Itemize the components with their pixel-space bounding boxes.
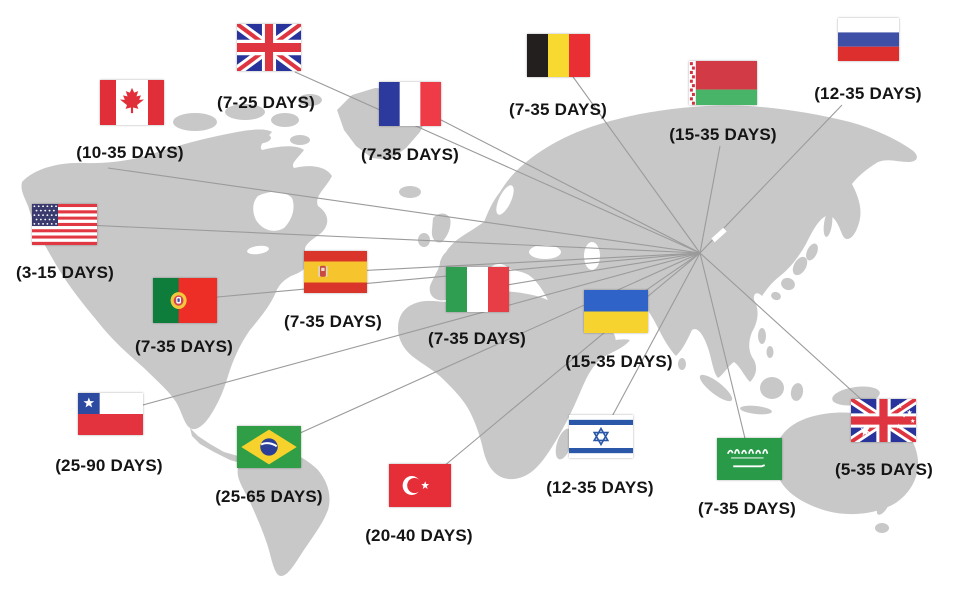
shipping-days-label-turkey: (20-40 DAYS) bbox=[365, 526, 473, 545]
shipping-days-label-italy: (7-35 DAYS) bbox=[428, 329, 526, 348]
connector-line-saudi-arabia bbox=[699, 252, 751, 460]
flag-belgium bbox=[527, 34, 590, 77]
flag-saudi-arabia bbox=[717, 438, 782, 480]
flag-russia bbox=[838, 18, 899, 61]
connector-lines bbox=[63, 55, 885, 487]
flag-australia bbox=[851, 399, 916, 442]
flag-chile bbox=[78, 393, 143, 435]
flag-portugal bbox=[153, 278, 217, 323]
shipping-days-label-belgium: (7-35 DAYS) bbox=[509, 100, 607, 119]
shipping-days-label-chile: (25-90 DAYS) bbox=[55, 456, 163, 475]
connector-line-canada bbox=[107, 167, 701, 254]
connector-line-france bbox=[409, 103, 701, 254]
shipping-days-label-belarus: (15-35 DAYS) bbox=[669, 125, 777, 144]
flag-belarus bbox=[689, 61, 757, 105]
connector-line-israel bbox=[600, 252, 701, 438]
connector-line-portugal bbox=[184, 252, 701, 301]
shipping-days-label-ukraine: (15-35 DAYS) bbox=[565, 352, 673, 371]
connector-line-italy bbox=[476, 252, 701, 291]
shipping-days-label-canada: (10-35 DAYS) bbox=[76, 143, 184, 162]
connector-line-chile bbox=[109, 252, 701, 415]
connector-line-belgium bbox=[557, 55, 701, 254]
shipping-days-label-uk: (7-25 DAYS) bbox=[217, 93, 315, 112]
flag-israel bbox=[569, 415, 633, 458]
flag-france bbox=[379, 82, 441, 126]
connector-line-uk bbox=[294, 71, 701, 254]
connector-line-belarus bbox=[699, 145, 721, 254]
connector-line-spain bbox=[335, 252, 701, 273]
connector-line-usa bbox=[63, 223, 701, 254]
shipping-days-label-spain: (7-35 DAYS) bbox=[284, 312, 382, 331]
flag-uk bbox=[237, 24, 301, 71]
shipping-days-label-usa: (3-15 DAYS) bbox=[16, 263, 114, 282]
flag-turkey bbox=[389, 464, 451, 507]
flag-ukraine bbox=[584, 290, 648, 333]
shipping-days-label-france: (7-35 DAYS) bbox=[361, 145, 459, 164]
shipping-days-label-russia: (12-35 DAYS) bbox=[814, 84, 922, 103]
flag-italy bbox=[446, 267, 509, 312]
flag-usa bbox=[32, 204, 97, 245]
shipping-days-label-saudi-arabia: (7-35 DAYS) bbox=[698, 499, 796, 518]
connector-line-australia bbox=[699, 252, 885, 421]
origin-hub-marker bbox=[711, 227, 727, 243]
shipping-days-label-australia: (5-35 DAYS) bbox=[835, 460, 933, 479]
shipping-days-label-israel: (12-35 DAYS) bbox=[546, 478, 654, 497]
flag-canada bbox=[100, 80, 164, 125]
flag-spain bbox=[304, 251, 367, 293]
shipping-days-label-portugal: (7-35 DAYS) bbox=[135, 337, 233, 356]
flag-brazil bbox=[237, 426, 301, 468]
shipping-days-label-brazil: (25-65 DAYS) bbox=[215, 487, 323, 506]
connector-line-brazil bbox=[268, 252, 701, 448]
connector-line-turkey bbox=[419, 252, 701, 487]
